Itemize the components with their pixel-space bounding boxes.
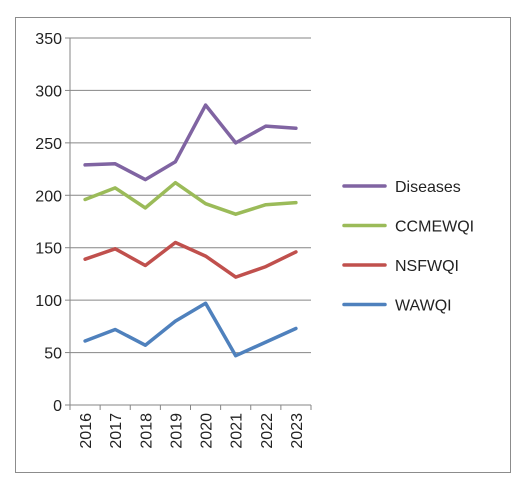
chart-frame — [15, 17, 511, 473]
x-tick-label: 2020 — [199, 413, 216, 449]
data-point — [143, 178, 147, 182]
data-point — [204, 301, 208, 305]
y-tick-label: 300 — [35, 83, 62, 100]
legend-label: NSFWQI — [395, 258, 459, 275]
x-tick-label: 2021 — [229, 413, 246, 449]
data-point — [294, 126, 298, 130]
axis-layer: 0 50 100 150 200 250 300 350 2016 2017 2018 2019 202… — [35, 31, 312, 449]
y-tick-label: 250 — [35, 136, 62, 153]
data-point — [204, 254, 208, 258]
data-point — [83, 163, 87, 167]
legend-label: CCMEWQI — [395, 219, 474, 236]
data-point — [83, 197, 87, 201]
data-point — [264, 340, 268, 344]
data-point — [264, 265, 268, 269]
data-point — [234, 212, 238, 216]
data-point — [294, 201, 298, 205]
x-tick-label: 2016 — [78, 413, 95, 449]
data-point — [173, 240, 177, 244]
data-point — [173, 181, 177, 185]
data-point — [143, 206, 147, 210]
data-point — [234, 275, 238, 279]
grid-layer — [70, 37, 311, 354]
x-tick-label: 2019 — [168, 413, 185, 449]
x-tick-label: 2018 — [138, 413, 155, 449]
data-point — [113, 186, 117, 190]
data-point — [204, 103, 208, 107]
x-tick-label: 2017 — [108, 413, 125, 449]
data-point — [234, 141, 238, 145]
data-point — [294, 250, 298, 254]
data-point — [113, 328, 117, 332]
data-point — [294, 326, 298, 330]
y-tick-label: 0 — [53, 398, 62, 415]
data-point — [173, 319, 177, 323]
y-tick-label: 200 — [35, 188, 62, 205]
data-point — [83, 339, 87, 343]
series-line-wawqi — [83, 301, 298, 358]
data-point — [264, 124, 268, 128]
series-line-diseases — [83, 103, 298, 182]
y-tick-label: 50 — [44, 346, 62, 363]
series-line-nsfwqi — [83, 240, 298, 279]
y-tick-label: 350 — [35, 31, 62, 48]
data-point — [113, 162, 117, 166]
series-layer — [83, 103, 298, 358]
data-point — [113, 247, 117, 251]
x-tick-label: 2023 — [289, 413, 306, 449]
data-point — [204, 202, 208, 206]
legend-label: Diseases — [395, 179, 461, 196]
data-point — [264, 203, 268, 207]
data-point — [143, 264, 147, 268]
x-tick-label: 2022 — [259, 413, 276, 449]
data-point — [83, 257, 87, 261]
data-point — [173, 160, 177, 164]
y-tick-label: 150 — [35, 241, 62, 258]
data-point — [143, 343, 147, 347]
data-point — [234, 354, 238, 358]
y-tick-label: 100 — [35, 293, 62, 310]
legend: Diseases CCMEWQI NSFWQI WAWQI — [342, 179, 474, 315]
legend-label: WAWQI — [395, 298, 452, 315]
series-line-ccmewqi — [83, 180, 298, 216]
